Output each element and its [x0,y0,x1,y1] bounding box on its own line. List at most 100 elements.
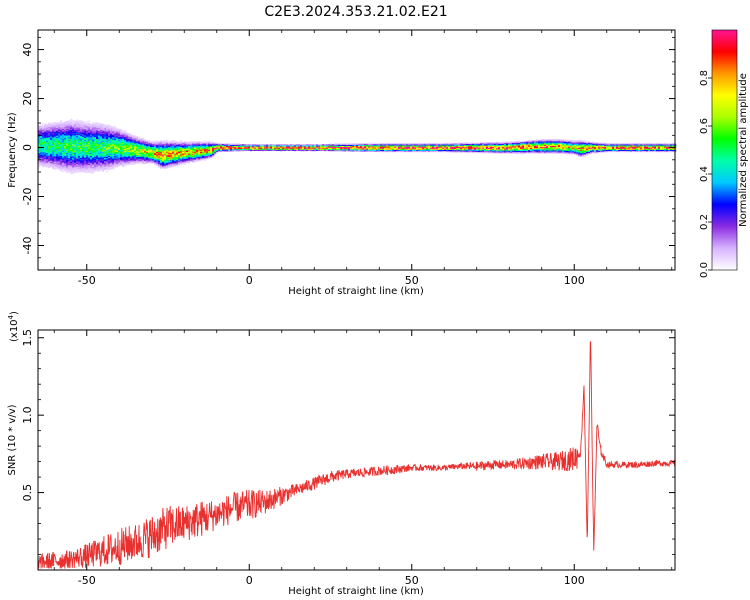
heatmap-cell [640,148,643,150]
heatmap-cell [60,122,63,124]
heatmap-cell [370,150,373,152]
heatmap-cell [188,150,191,152]
heatmap-cell [60,169,63,172]
heatmap-cell [48,145,51,147]
heatmap-cell [172,152,175,154]
heatmap-cell [48,125,51,128]
heatmap-cell [564,139,567,141]
heatmap-cell [72,140,75,143]
heatmap-cell [244,147,247,149]
heatmap-cell [96,125,99,127]
heatmap-cell [628,147,631,149]
heatmap-cell [164,161,167,163]
heatmap-cell [162,152,165,155]
heatmap-cell [556,147,559,150]
heatmap-cell [46,153,49,156]
heatmap-cell [660,150,663,153]
heatmap-cell [482,149,485,151]
heatmap-cell [636,150,639,153]
heatmap-cell [476,151,479,153]
snr-background [38,330,675,570]
heatmap-cell [124,159,127,161]
heatmap-cell [114,138,117,140]
heatmap-cell [100,166,103,168]
heatmap-cell [262,146,265,148]
heatmap-cell [80,144,83,146]
heatmap-cell [336,148,339,151]
heatmap-cell [82,135,85,137]
heatmap-cell [530,152,533,154]
heatmap-cell [60,139,63,141]
heatmap-cell [156,160,159,162]
heatmap-cell [160,146,163,148]
heatmap-cell [596,143,599,145]
heatmap-cell [136,135,139,138]
heatmap-cell [130,136,133,139]
heatmap-cell [358,149,361,151]
heatmap-cell [294,144,297,146]
heatmap-cell [178,153,181,156]
heatmap-cell [94,155,97,157]
heatmap-cell [82,155,85,157]
heatmap-cell [486,142,489,144]
heatmap-cell [578,139,581,142]
heatmap-cell [148,161,151,163]
heatmap-cell [132,140,135,142]
heatmap-cell [46,149,49,151]
heatmap-cell [118,161,121,164]
heatmap-cell [450,148,453,150]
heatmap-cell [70,125,73,127]
heatmap-cell [160,166,163,168]
heatmap-cell [154,152,157,154]
heatmap-cell [50,145,53,147]
heatmap-cell [610,145,613,147]
heatmap-cell [112,147,115,149]
heatmap-cell [282,149,285,151]
heatmap-cell [490,142,493,144]
heatmap-cell [460,144,463,146]
heatmap-cell [460,145,463,147]
heatmap-cell [220,150,223,152]
heatmap-cell [136,142,139,144]
heatmap-cell [154,148,157,150]
heatmap-cell [128,137,131,139]
heatmap-cell [118,151,121,154]
heatmap-cell [330,146,333,148]
heatmap-cell [386,148,389,150]
heatmap-cell [90,127,93,129]
heatmap-cell [82,170,85,173]
heatmap-cell [382,144,385,146]
heatmap-cell [588,142,591,145]
heatmap-cell [62,138,65,140]
heatmap-cell [570,149,573,152]
heatmap-cell [82,125,85,127]
heatmap-cell [464,144,467,147]
heatmap-cell [110,134,113,137]
heatmap-cell [628,150,631,153]
heatmap-cell [110,135,113,138]
heatmap-cell [582,153,585,156]
heatmap-cell [76,171,79,173]
heatmap-cell [146,146,149,148]
heatmap-cell [92,132,95,134]
heatmap-cell [54,139,57,141]
heatmap-cell [488,148,491,151]
heatmap-cell [172,147,175,150]
heatmap-cell [130,138,133,141]
heatmap-cell [162,162,165,165]
heatmap-cell [188,162,191,164]
heatmap-cell [614,143,617,145]
heatmap-cell [96,141,99,143]
heatmap-cell [124,139,127,142]
heatmap-cell [574,145,577,148]
heatmap-cell [182,160,185,162]
heatmap-cell [86,137,89,139]
heatmap-cell [218,147,221,149]
heatmap-cell [432,146,435,148]
heatmap-cell [126,152,129,154]
heatmap-cell [196,157,199,159]
heatmap-cell [88,135,91,137]
heatmap-cell [482,145,485,147]
heatmap-cell [94,157,97,160]
heatmap-cell [86,168,89,170]
